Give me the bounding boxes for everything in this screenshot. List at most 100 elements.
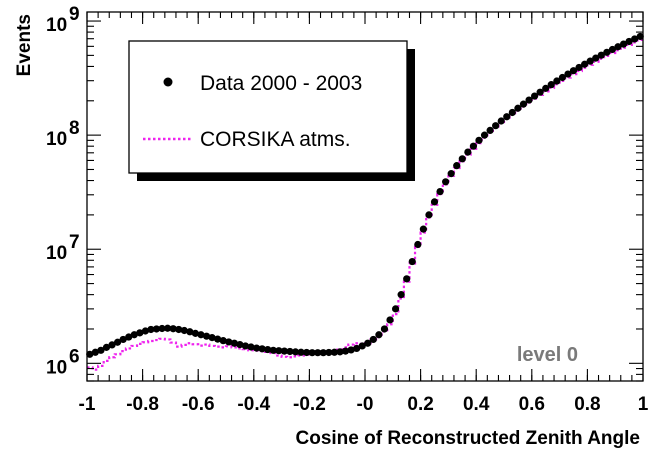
data-point <box>442 178 450 186</box>
y-tick-label-exponent: 6 <box>69 346 80 367</box>
data-point <box>525 96 533 104</box>
data-point <box>581 60 589 68</box>
x-tick-label: -0.4 <box>237 394 270 415</box>
data-point <box>386 316 394 324</box>
data-point <box>536 88 544 96</box>
data-point <box>503 113 511 121</box>
x-tick-label: -1 <box>79 394 96 415</box>
data-point <box>325 348 333 357</box>
data-point <box>480 131 489 139</box>
axis-ticks <box>86 12 644 382</box>
x-tick-labels: -1 -0.8 -0.6 -0.4 -0.2 -0 0.2 0.4 0.6 0.8 1 <box>79 394 649 415</box>
legend-simulation-label: CORSIKA atms. <box>200 128 351 151</box>
data-point <box>453 162 461 170</box>
x-tick-label: 0.4 <box>463 394 490 415</box>
data-point <box>492 122 500 130</box>
x-axis-title: Cosine of Reconstructed Zenith Angle <box>296 428 641 449</box>
data-point <box>202 332 211 340</box>
data-point <box>353 344 361 353</box>
data-point <box>108 341 116 349</box>
data-point <box>558 73 566 82</box>
data-point <box>380 325 389 333</box>
y-axis-title: Events <box>14 14 35 76</box>
data-point <box>391 305 400 313</box>
data-point <box>164 324 172 332</box>
data-point <box>252 344 261 352</box>
data-point <box>197 331 205 339</box>
data-point <box>597 51 605 59</box>
data-point <box>497 117 505 125</box>
x-tick-label: -0.8 <box>126 394 159 415</box>
level-annotation: level 0 <box>517 344 578 366</box>
y-tick-label: 10 <box>46 243 67 264</box>
data-point <box>569 67 578 75</box>
data-point <box>408 257 416 266</box>
data-point <box>530 92 539 100</box>
data-point <box>619 40 628 48</box>
data-point <box>319 349 327 357</box>
data-point <box>308 349 316 357</box>
data-point <box>631 35 639 43</box>
data-point <box>575 63 583 72</box>
data-point <box>303 348 311 357</box>
data-point <box>336 348 344 356</box>
x-tick-label: -0 <box>357 394 374 415</box>
y-tick-label: 10 <box>46 15 67 36</box>
data-point <box>241 342 250 350</box>
data-point <box>608 45 617 54</box>
data-point <box>291 348 300 356</box>
data-point <box>286 347 294 356</box>
data-point <box>102 343 111 351</box>
x-tick-label: 0.2 <box>407 394 433 415</box>
data-point <box>258 345 266 353</box>
data-point <box>592 54 600 62</box>
x-tick-label: 0.8 <box>574 394 600 415</box>
x-tick-label: 1 <box>638 394 649 415</box>
data-point <box>169 325 177 333</box>
legend-data-label: Data 2000 - 2003 <box>200 72 362 95</box>
data-point <box>469 142 478 150</box>
data-point <box>625 37 633 46</box>
data-point <box>119 335 127 344</box>
data-point <box>230 339 238 347</box>
data-point <box>330 348 339 356</box>
y-tick-label: 10 <box>46 357 67 378</box>
data-point <box>358 342 366 350</box>
data-point <box>369 335 377 344</box>
data-point <box>280 347 288 355</box>
data-point <box>547 81 555 89</box>
data-point <box>564 70 572 78</box>
data-point <box>553 77 561 85</box>
data-point <box>275 347 283 355</box>
data-point <box>436 187 444 196</box>
data-point <box>219 337 227 345</box>
data-point <box>447 170 455 178</box>
data-point <box>514 104 522 112</box>
data-point <box>297 348 305 356</box>
data-point <box>191 329 200 337</box>
data-point <box>414 240 422 249</box>
x-tick-label: 0.6 <box>519 394 545 415</box>
data-point <box>136 329 144 337</box>
legend-box <box>128 40 408 174</box>
data-point <box>264 345 272 354</box>
data-point <box>86 350 94 358</box>
data-point <box>97 346 105 354</box>
data-point <box>519 100 528 108</box>
y-tick-label-exponent: 9 <box>69 4 80 25</box>
y-tick-label-exponent: 8 <box>69 118 80 139</box>
data-point <box>458 155 466 163</box>
data-point <box>475 136 483 144</box>
data-series <box>86 32 644 358</box>
y-tick-label: 10 <box>46 129 67 150</box>
data-point <box>247 343 255 351</box>
x-tick-label: -0.6 <box>182 394 215 415</box>
data-point <box>225 338 233 346</box>
data-point <box>347 346 355 354</box>
data-point <box>364 339 372 347</box>
data-point <box>175 325 183 334</box>
data-point <box>586 57 594 65</box>
data-point <box>603 48 611 56</box>
